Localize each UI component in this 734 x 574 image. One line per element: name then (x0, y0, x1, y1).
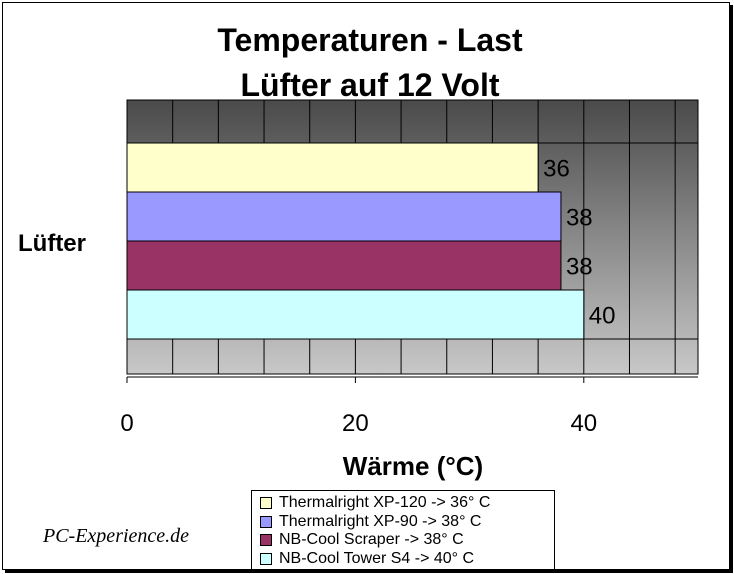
legend-item: Thermalright XP-120 -> 36° C (260, 494, 554, 513)
legend-label: NB-Cool Scraper -> 38° C (279, 531, 464, 549)
x-tick-label: 0 (120, 410, 133, 437)
legend-swatch (260, 515, 272, 528)
legend-swatch (260, 552, 272, 565)
x-axis-ticks: 0 20 40 (120, 377, 597, 437)
bar (126, 289, 585, 340)
bar (126, 191, 562, 242)
data-label: 40 (589, 303, 616, 330)
bar (126, 142, 539, 193)
data-labels: 36 38 38 40 (543, 156, 615, 330)
x-tick-label: 20 (342, 410, 369, 437)
legend-item: Thermalright XP-90 -> 38° C (260, 513, 554, 532)
legend-swatch (260, 497, 272, 510)
x-axis-label: Wärme (°C) (343, 451, 483, 481)
x-tick-label: 40 (570, 410, 597, 437)
legend-item: NB-Cool Scraper -> 38° C (260, 531, 554, 550)
data-label: 38 (566, 205, 593, 232)
watermark: PC-Experience.de (43, 525, 190, 547)
data-label: 38 (566, 254, 593, 281)
data-label: 36 (543, 156, 570, 183)
chart-title-line-1: Temperaturen - Last (217, 22, 523, 58)
legend-item: NB-Cool Tower S4 -> 40° C (260, 550, 554, 569)
category-label: Lüfter (18, 230, 86, 257)
bar-chart: Temperaturen - Last Lüfter auf 12 Volt L… (18, 22, 699, 481)
legend-label: Thermalright XP-120 -> 36° C (279, 494, 491, 512)
legend-swatch (260, 534, 272, 547)
chart-title-line-2: Lüfter auf 12 Volt (241, 67, 500, 103)
legend: Thermalright XP-120 -> 36° C Thermalrigh… (251, 490, 555, 570)
bar (126, 240, 562, 291)
bars (126, 142, 585, 340)
legend-label: NB-Cool Tower S4 -> 40° C (279, 549, 475, 567)
legend-label: Thermalright XP-90 -> 38° C (279, 512, 482, 530)
